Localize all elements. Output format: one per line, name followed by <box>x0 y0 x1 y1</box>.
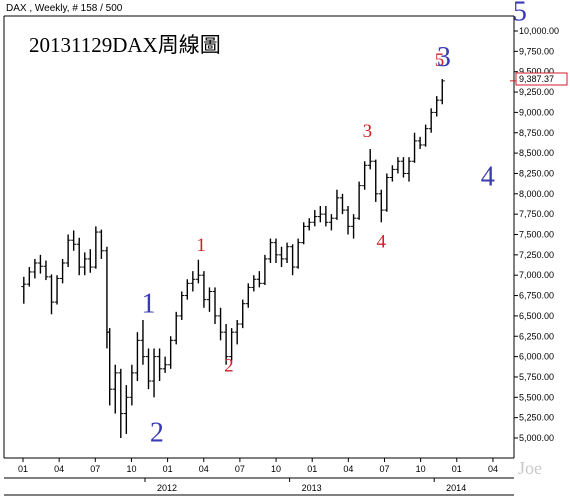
x-tick-label: 04 <box>54 464 64 474</box>
wave-label-primary-1: 1 <box>142 289 156 320</box>
wave-label-minor-1: 1 <box>196 235 206 256</box>
y-tick-label: 5,000.00 <box>519 433 554 443</box>
x-tick-label: 01 <box>163 464 173 474</box>
wave-label-minor-4: 4 <box>377 232 387 253</box>
y-tick-label: 5,500.00 <box>519 392 554 402</box>
y-tick-label: 6,000.00 <box>519 352 554 362</box>
wave-label-primary-3: 3 <box>437 42 451 73</box>
x-tick-label: 01 <box>307 464 317 474</box>
y-tick-label: 7,000.00 <box>519 270 554 280</box>
y-tick-label: 10,000.00 <box>519 26 559 36</box>
year-label: 2013 <box>302 483 322 493</box>
x-tick-label: 04 <box>343 464 353 474</box>
x-tick-label: 04 <box>488 464 498 474</box>
y-tick-label: 8,250.00 <box>519 168 554 178</box>
y-tick-label: 8,750.00 <box>519 128 554 138</box>
chart-title: 20131129DAX周線圖 <box>29 33 221 57</box>
y-tick-label: 5,750.00 <box>519 372 554 382</box>
x-tick-label: 04 <box>199 464 209 474</box>
x-tick-label: 10 <box>271 464 281 474</box>
wave-label-primary-5: 5 <box>513 0 527 27</box>
y-tick-label: 7,750.00 <box>519 209 554 219</box>
y-tick-label: 9,250.00 <box>519 87 554 97</box>
watermark: Joe <box>518 458 542 478</box>
x-tick-label: 07 <box>235 464 245 474</box>
y-tick-label: 6,750.00 <box>519 291 554 301</box>
y-tick-label: 9,500.00 <box>519 67 554 77</box>
wave-label-minor-2: 2 <box>224 355 234 376</box>
y-tick-label: 8,000.00 <box>519 189 554 199</box>
y-tick-label: 6,500.00 <box>519 311 554 321</box>
wave-label-minor-3: 3 <box>363 121 373 142</box>
wave-label-primary-4: 4 <box>481 162 495 193</box>
y-tick-label: 6,250.00 <box>519 331 554 341</box>
x-tick-label: 01 <box>452 464 462 474</box>
x-tick-label: 01 <box>18 464 28 474</box>
y-tick-label: 5,250.00 <box>519 413 554 423</box>
chart-header: DAX , Weekly, # 158 / 500 <box>6 3 123 14</box>
x-tick-label: 10 <box>126 464 136 474</box>
y-tick-label: 7,250.00 <box>519 250 554 260</box>
year-label: 2012 <box>157 483 177 493</box>
x-tick-label: 07 <box>379 464 389 474</box>
y-tick-label: 9,000.00 <box>519 107 554 117</box>
last-price-box <box>515 72 568 86</box>
last-price-label: 9,387.37 <box>519 74 554 84</box>
ohlc-bars <box>21 79 516 438</box>
x-axis-ticks: 01 04 07 10 01 04 07 10 01 04 07 10 01 04 2012 2013 2014 <box>18 458 498 493</box>
wave-label-primary-2: 2 <box>150 417 164 448</box>
wave-label-minor-5: 5 <box>435 50 445 71</box>
x-tick-label: 07 <box>90 464 100 474</box>
y-tick-label: 9,750.00 <box>519 46 554 56</box>
y-tick-label: 8,500.00 <box>519 148 554 158</box>
year-label: 2014 <box>446 483 466 493</box>
y-tick-label: 7,500.00 <box>519 230 554 240</box>
y-axis-ticks: 5,000.00 5,250.00 5,500.00 5,750.00 6,000.00… <box>514 26 559 443</box>
x-tick-label: 10 <box>416 464 426 474</box>
